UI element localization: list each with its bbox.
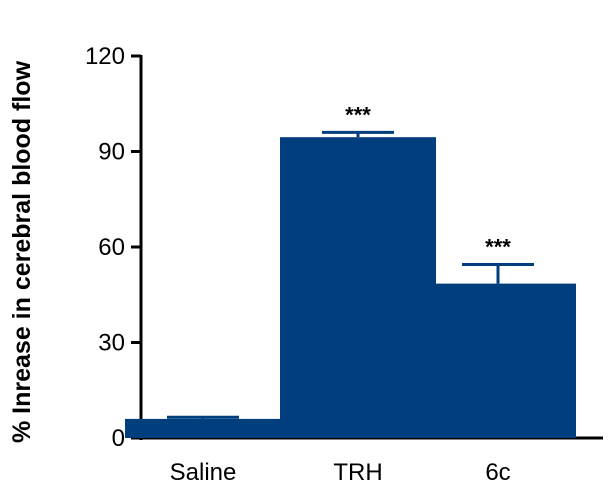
- x-tick-label: TRH: [333, 459, 382, 486]
- y-tick-label: 60: [98, 234, 125, 261]
- bar-trh: [280, 137, 436, 439]
- y-tick-label: 0: [112, 425, 125, 452]
- x-tick-label: Saline: [170, 459, 237, 486]
- y-ticks: 0 30 60 90 120: [85, 43, 141, 452]
- y-axis-label: % Inrease in cerebral blood flow: [8, 60, 36, 443]
- y-tick-label: 30: [98, 330, 125, 357]
- bar-6c: [420, 283, 576, 438]
- significance-label: ***: [485, 235, 511, 260]
- bar-saline: [125, 418, 281, 438]
- x-tick-label: 6c: [485, 459, 510, 486]
- bars: *** ***: [125, 102, 576, 439]
- significance-label: ***: [345, 102, 371, 127]
- y-tick-label: 90: [98, 139, 125, 166]
- x-tick-labels: Saline TRH 6c: [170, 459, 511, 486]
- y-tick-label: 120: [85, 43, 125, 70]
